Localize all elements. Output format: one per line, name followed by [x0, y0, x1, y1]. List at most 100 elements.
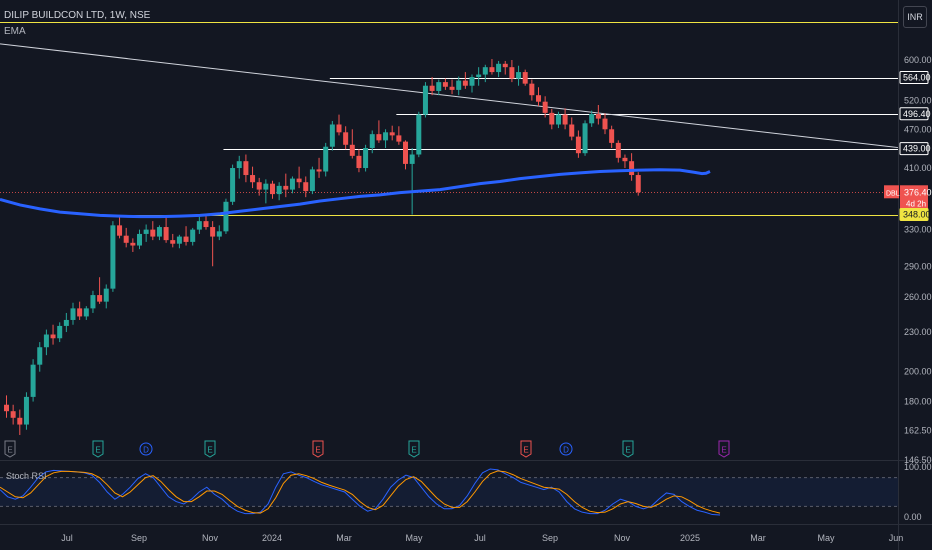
- candle-body: [63, 319, 69, 326]
- currency-button[interactable]: INR: [903, 6, 927, 28]
- candle-body: [536, 95, 541, 102]
- candle-body: [256, 182, 262, 190]
- candle-body: [622, 157, 628, 162]
- candle: [609, 125, 615, 148]
- candle-body: [502, 63, 508, 68]
- candle-body: [57, 325, 63, 339]
- candle: [462, 72, 468, 89]
- candle: [456, 76, 462, 96]
- price-axis-tick: 162.50: [904, 426, 932, 436]
- candle: [196, 216, 202, 234]
- candle-body: [476, 74, 482, 78]
- price-axis-tick: 290.00: [904, 261, 932, 271]
- candle: [469, 74, 475, 93]
- ema-legend-label[interactable]: EMA: [4, 26, 26, 37]
- candle-body: [110, 225, 116, 289]
- candle: [569, 117, 575, 141]
- symbol-badge-text: DBL: [886, 190, 900, 197]
- candle: [190, 227, 196, 246]
- ema-series: [0, 168, 711, 219]
- candle-body: [562, 114, 568, 125]
- event-marker-e[interactable]: E: [718, 440, 730, 458]
- earnings-badge: [4, 440, 16, 458]
- candle: [130, 238, 136, 252]
- candle-body: [163, 227, 169, 241]
- price-labels: 564.00 496.40 439.00 DBL 376.40 4d 2h 348.00: [884, 71, 932, 222]
- candle-body: [323, 146, 329, 172]
- candle: [316, 157, 322, 178]
- event-marker-d[interactable]: D: [559, 442, 573, 456]
- event-marker-e[interactable]: E: [4, 440, 16, 458]
- candle-body: [509, 67, 515, 79]
- candle-body: [303, 182, 309, 192]
- price-label-564-00: 564.00: [899, 71, 931, 85]
- event-marker-label: E: [315, 446, 320, 455]
- event-marker-e[interactable]: E: [312, 440, 324, 458]
- candle: [389, 125, 395, 141]
- candle: [496, 60, 502, 78]
- event-marker-label: D: [563, 446, 569, 455]
- candle: [522, 69, 528, 86]
- candle: [263, 179, 269, 204]
- event-marker-e[interactable]: E: [408, 440, 420, 458]
- price-label-348-00: 348.00: [899, 208, 931, 222]
- candle: [336, 114, 342, 136]
- symbol-badge: [884, 185, 899, 199]
- price-axis-tick: 146.50: [904, 455, 932, 465]
- event-marker-e[interactable]: E: [92, 440, 104, 458]
- candle: [589, 110, 595, 127]
- time-axis[interactable]: Jul Sep Nov 2024 Mar May Jul Sep Nov 2025 Mar May Ju…: [61, 533, 903, 543]
- time-axis-label: Jun: [889, 533, 904, 543]
- candle-body: [150, 229, 156, 237]
- candle-body: [130, 242, 136, 246]
- time-axis-label: Mar: [750, 533, 766, 543]
- time-axis-label: May: [817, 533, 835, 543]
- candle: [476, 67, 482, 86]
- candle: [143, 224, 149, 242]
- candle-body: [243, 161, 249, 176]
- candle: [170, 233, 176, 248]
- trendline[interactable]: [0, 43, 899, 149]
- candle: [243, 154, 249, 183]
- candle: [536, 87, 541, 107]
- level-lines: [0, 22, 898, 216]
- candle-body: [4, 404, 9, 412]
- candle-body: [422, 85, 428, 115]
- candle-body: [383, 132, 389, 141]
- ema-line: [0, 168, 711, 219]
- candle: [289, 176, 295, 194]
- earnings-badge: [92, 440, 104, 458]
- candle: [403, 140, 408, 170]
- candle-body: [376, 134, 382, 141]
- event-marker-e[interactable]: E: [622, 440, 634, 458]
- stoch-axis-tick: 0.00: [904, 512, 922, 522]
- price-axis[interactable]: 600.00 520.00 470.00 410.00 330.00 290.00 260.…: [904, 55, 932, 465]
- event-marker-e[interactable]: E: [520, 440, 532, 458]
- candle: [615, 140, 621, 163]
- candle: [90, 290, 96, 313]
- event-marker-e[interactable]: E: [204, 440, 216, 458]
- candle: [595, 104, 601, 125]
- earnings-badge: [622, 440, 634, 458]
- candle-body: [236, 161, 242, 169]
- candle: [50, 324, 56, 345]
- candle: [283, 173, 289, 198]
- candle-body: [369, 134, 375, 148]
- candle: [629, 153, 635, 181]
- candle-body: [469, 77, 475, 86]
- event-marker-label: E: [411, 446, 416, 455]
- candle: [37, 342, 43, 372]
- event-marker-label: E: [207, 446, 212, 455]
- candle: [30, 359, 36, 402]
- event-marker-d[interactable]: D: [139, 442, 153, 456]
- event-marker-label: E: [95, 446, 100, 455]
- price-axis-tick: 230.00: [904, 327, 932, 337]
- stoch-rsi-legend-label[interactable]: Stoch RSI: [6, 471, 47, 481]
- dividend-badge: [559, 442, 573, 456]
- candle: [303, 176, 309, 198]
- candle: [396, 126, 402, 145]
- candle: [97, 277, 103, 304]
- candle-body: [37, 347, 43, 365]
